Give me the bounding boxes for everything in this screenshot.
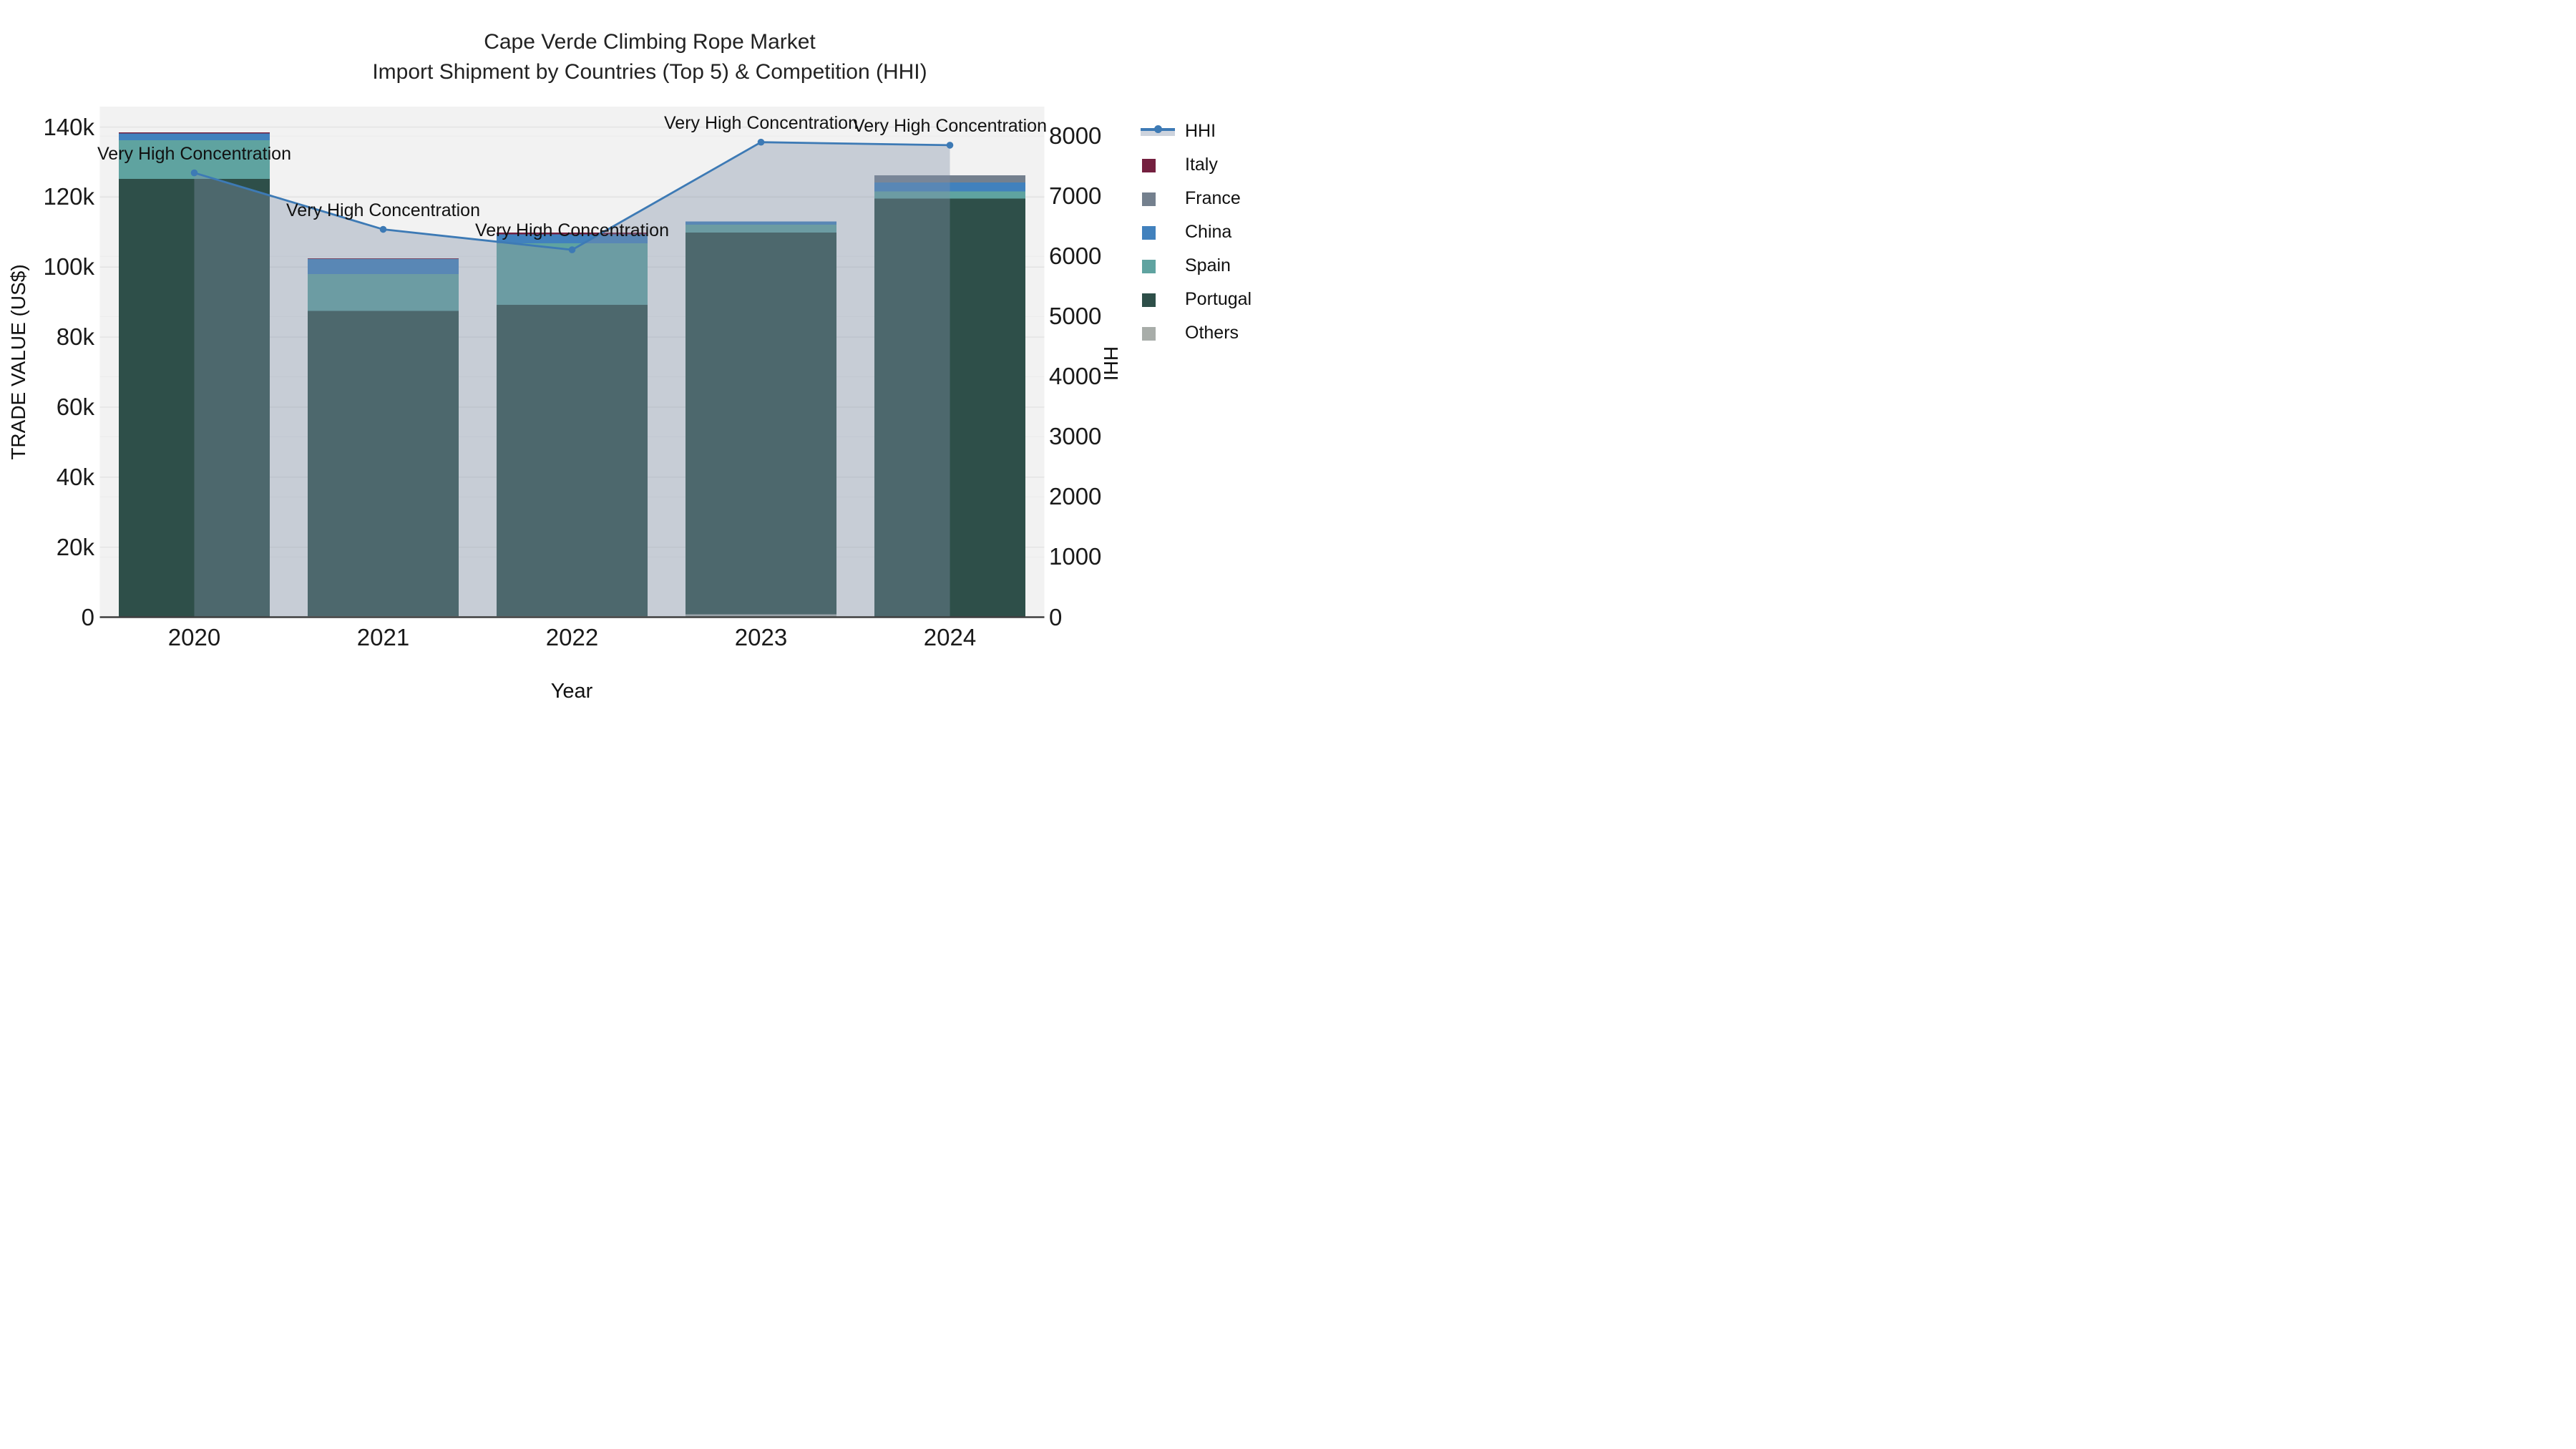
bar-segment-china-2021[interactable] <box>307 258 459 275</box>
y2-tick-label-5000: 5000 <box>1049 303 1102 330</box>
bar-segment-portugal-2020[interactable] <box>118 178 270 618</box>
bar-segment-spain-2023[interactable] <box>685 225 837 233</box>
bar-segment-italy-2020[interactable] <box>118 132 270 134</box>
bar-segment-portugal-2022[interactable] <box>496 304 648 617</box>
y2-tick-label-1000: 1000 <box>1049 543 1102 570</box>
y2-tick-label-2000: 2000 <box>1049 483 1102 510</box>
hhi-marker-2021[interactable] <box>379 225 387 233</box>
bar-segment-portugal-2023[interactable] <box>685 232 837 615</box>
x-tick-label-2023: 2023 <box>734 624 788 650</box>
hhi-marker-2022[interactable] <box>568 246 576 253</box>
legend-item-italy[interactable]: Italy <box>1141 148 1252 182</box>
plot-area <box>99 107 1045 618</box>
china-color-swatch <box>1142 225 1156 240</box>
y-tick-label-40k: 40k <box>56 463 94 490</box>
legend-label-spain: Spain <box>1185 255 1231 275</box>
chart-title-line1: Cape Verde Climbing Rope Market <box>484 30 816 54</box>
bar-segment-china-2024[interactable] <box>874 182 1026 192</box>
y-tick-label-0: 0 <box>81 603 94 630</box>
annotation-very-high-concentration-2020: Very High Concentration <box>97 143 291 164</box>
portugal-color-swatch <box>1142 293 1156 307</box>
italy-color-swatch <box>1142 158 1156 172</box>
y2-tick-label-4000: 4000 <box>1049 363 1102 390</box>
legend-item-others[interactable]: Others <box>1141 316 1252 350</box>
legend-label-others: Others <box>1185 323 1239 343</box>
y2-tick-label-0: 0 <box>1049 603 1063 630</box>
legend: HHI Italy France China Spain Portugal Others <box>1141 114 1252 350</box>
y-tick-label-80k: 80k <box>56 323 94 351</box>
legend-label-italy: Italy <box>1185 155 1218 175</box>
italy-swatch-icon <box>1141 158 1175 172</box>
bar-segment-china-2022[interactable] <box>496 234 648 243</box>
y2-tick-label-6000: 6000 <box>1049 243 1102 270</box>
hhi-marker-2024[interactable] <box>946 142 954 149</box>
bar-segment-france-2024[interactable] <box>874 175 1026 182</box>
x-tick-label-2024: 2024 <box>923 624 977 650</box>
legend-item-france[interactable]: France <box>1141 182 1252 215</box>
bar-segment-spain-2024[interactable] <box>874 191 1026 199</box>
bar-segment-portugal-2021[interactable] <box>307 311 459 617</box>
x-tick-label-2021: 2021 <box>356 624 410 650</box>
x-axis-title: Year <box>550 680 593 703</box>
bar-segment-china-2023[interactable] <box>685 221 837 225</box>
annotation-very-high-concentration-2021: Very High Concentration <box>286 200 480 220</box>
hhi-marker-2023[interactable] <box>757 138 765 146</box>
others-swatch-icon <box>1141 326 1175 341</box>
legend-item-hhi[interactable]: HHI <box>1141 114 1252 148</box>
y-tick-label-120k: 120k <box>43 183 94 210</box>
legend-item-spain[interactable]: Spain <box>1141 249 1252 283</box>
france-swatch-icon <box>1141 192 1175 206</box>
hhi-marker-2020[interactable] <box>190 169 198 177</box>
bar-segment-spain-2021[interactable] <box>307 274 459 311</box>
y-tick-label-140k: 140k <box>43 113 94 140</box>
annotation-very-high-concentration-2024: Very High Concentration <box>853 115 1047 136</box>
hhi-line-icon <box>1141 125 1175 139</box>
chart-title-line2: Import Shipment by Countries (Top 5) & C… <box>372 60 927 84</box>
bar-segment-italy-2021[interactable] <box>307 258 459 259</box>
x-tick-label-2020: 2020 <box>167 624 221 650</box>
bar-segment-others-2023[interactable] <box>685 614 837 618</box>
legend-item-china[interactable]: China <box>1141 215 1252 249</box>
annotation-very-high-concentration-2022: Very High Concentration <box>475 220 669 241</box>
bar-segment-italy-2022[interactable] <box>496 233 648 235</box>
legend-label-hhi: HHI <box>1185 121 1216 141</box>
legend-label-france: France <box>1185 188 1241 208</box>
china-swatch-icon <box>1141 225 1175 240</box>
hhi-sample-part <box>1154 125 1162 133</box>
chart-figure: Cape Verde Climbing Rope Market Import S… <box>0 0 1288 725</box>
spain-swatch-icon <box>1141 259 1175 273</box>
bar-segment-spain-2022[interactable] <box>496 243 648 305</box>
y-axis-title: TRADE VALUE (US$) <box>7 264 29 460</box>
y2-axis-title: HHI <box>1100 346 1122 381</box>
others-color-swatch <box>1142 326 1156 341</box>
legend-item-portugal[interactable]: Portugal <box>1141 283 1252 316</box>
x-tick-label-2022: 2022 <box>545 624 599 650</box>
legend-label-china: China <box>1185 222 1232 242</box>
france-color-swatch <box>1142 192 1156 206</box>
bar-segment-china-2020[interactable] <box>118 133 270 141</box>
y2-tick-label-7000: 7000 <box>1049 182 1102 210</box>
y-tick-label-20k: 20k <box>56 533 94 560</box>
hhi-area-fill <box>194 142 950 618</box>
y2-tick-label-3000: 3000 <box>1049 423 1102 450</box>
bar-segment-portugal-2024[interactable] <box>874 198 1026 617</box>
y2-tick-label-8000: 8000 <box>1049 122 1102 150</box>
spain-color-swatch <box>1142 259 1156 273</box>
annotation-very-high-concentration-2023: Very High Concentration <box>664 112 858 133</box>
portugal-swatch-icon <box>1141 293 1175 307</box>
y-tick-label-100k: 100k <box>43 253 94 280</box>
chart-title: Cape Verde Climbing Rope Market Import S… <box>0 27 1288 87</box>
y-tick-label-60k: 60k <box>56 393 94 420</box>
legend-label-portugal: Portugal <box>1185 289 1252 309</box>
